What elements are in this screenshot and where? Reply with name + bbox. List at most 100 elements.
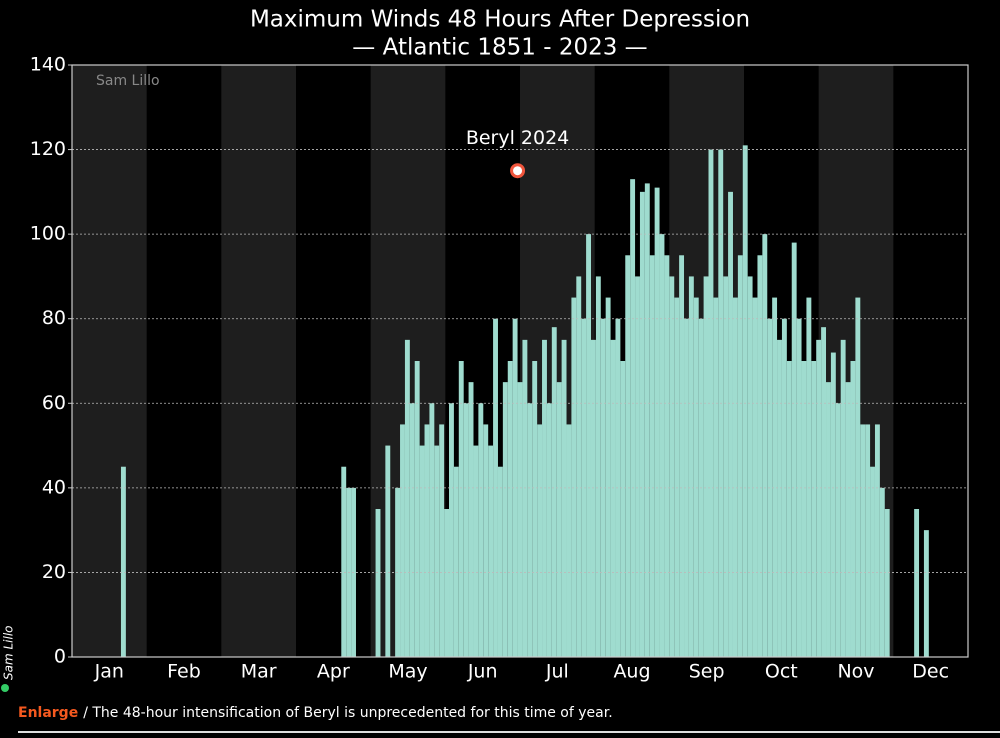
- bar: [576, 276, 582, 657]
- bar: [434, 445, 440, 657]
- bar: [542, 339, 547, 657]
- bar: [688, 276, 694, 657]
- bar: [742, 145, 748, 658]
- bar: [845, 382, 851, 657]
- bar: [639, 191, 645, 657]
- bar: [453, 466, 459, 657]
- bar: [654, 187, 660, 657]
- x-tick-label: Dec: [912, 661, 949, 683]
- bar: [473, 445, 479, 657]
- bar: [835, 403, 841, 657]
- bar: [522, 339, 528, 657]
- y-tick-label: 60: [42, 392, 66, 414]
- plot-frame: [71, 64, 969, 658]
- bar: [561, 339, 567, 657]
- bar: [409, 403, 415, 657]
- bar: [458, 361, 464, 657]
- bar: [635, 276, 640, 657]
- bar: [796, 318, 802, 657]
- bar: [874, 424, 880, 657]
- y-tick-label: 140: [30, 54, 66, 76]
- bar: [816, 339, 822, 657]
- bar: [630, 179, 636, 657]
- bar: [341, 466, 347, 657]
- y-tick-label: 20: [42, 561, 66, 583]
- bar: [865, 424, 871, 657]
- bar: [644, 183, 650, 657]
- bar: [527, 403, 533, 657]
- x-tick-label: Aug: [613, 661, 650, 683]
- bar: [870, 466, 875, 657]
- bar: [737, 255, 743, 658]
- bar: [120, 466, 126, 657]
- bar: [493, 318, 498, 657]
- x-tick-label: Oct: [765, 661, 798, 683]
- bar: [674, 297, 680, 657]
- bar: [586, 234, 591, 657]
- bar: [708, 149, 714, 658]
- bar: [537, 424, 543, 657]
- chart-title: Maximum Winds 48 Hours After Depression: [250, 7, 750, 33]
- bar: [840, 339, 846, 657]
- bar: [659, 234, 665, 657]
- y-tick-label: 40: [42, 476, 66, 498]
- bar: [571, 297, 577, 657]
- bar: [424, 424, 430, 657]
- x-tick-label: Feb: [167, 661, 201, 683]
- bar: [517, 382, 523, 657]
- chart-subtitle: — Atlantic 1851 - 2023 —: [352, 35, 647, 61]
- x-tick-label: Mar: [241, 661, 277, 683]
- x-tick-label: Sep: [689, 661, 725, 683]
- annotation-point: [510, 163, 526, 179]
- bar: [566, 424, 572, 657]
- bar: [444, 509, 450, 657]
- bar: [649, 255, 655, 658]
- bar: [502, 382, 508, 657]
- bar: [478, 403, 484, 657]
- bar: [826, 382, 831, 657]
- bar: [732, 297, 738, 657]
- bar: [728, 191, 733, 657]
- bar: [684, 318, 689, 657]
- bar: [723, 276, 729, 657]
- x-tick-label: Apr: [317, 661, 350, 683]
- bar: [483, 424, 489, 657]
- y-tick-label: 0: [54, 646, 66, 668]
- bar: [507, 361, 513, 657]
- bar: [772, 297, 778, 657]
- bar: [806, 297, 812, 657]
- bar: [752, 297, 758, 657]
- bar: [850, 361, 856, 657]
- bar: [669, 276, 675, 657]
- caption-link[interactable]: Enlarge: [18, 705, 78, 721]
- bar: [791, 242, 797, 657]
- x-tick-label: Jun: [467, 661, 498, 683]
- bar: [762, 234, 768, 657]
- bar: [620, 361, 626, 657]
- bar: [713, 297, 719, 657]
- bar: [375, 509, 381, 657]
- bar: [786, 361, 792, 657]
- bar: [777, 339, 782, 657]
- month-band: [72, 65, 147, 657]
- bar: [404, 339, 410, 657]
- bar: [439, 424, 445, 657]
- bar: [860, 424, 866, 657]
- bar: [556, 382, 562, 657]
- y-tick-label: 80: [42, 307, 66, 329]
- x-tick-label: Jul: [545, 661, 569, 683]
- side-credit: Sam Lillo: [2, 625, 16, 680]
- credit-icon: [1, 684, 9, 692]
- bar: [801, 361, 807, 657]
- bar: [679, 255, 685, 658]
- bar: [385, 445, 391, 657]
- watermark: Sam Lillo: [96, 73, 160, 89]
- bar: [914, 509, 920, 657]
- bar: [532, 361, 538, 657]
- bar: [664, 255, 670, 658]
- bar: [821, 327, 827, 657]
- bar: [512, 318, 518, 657]
- bar: [468, 382, 474, 657]
- bar: [757, 255, 763, 658]
